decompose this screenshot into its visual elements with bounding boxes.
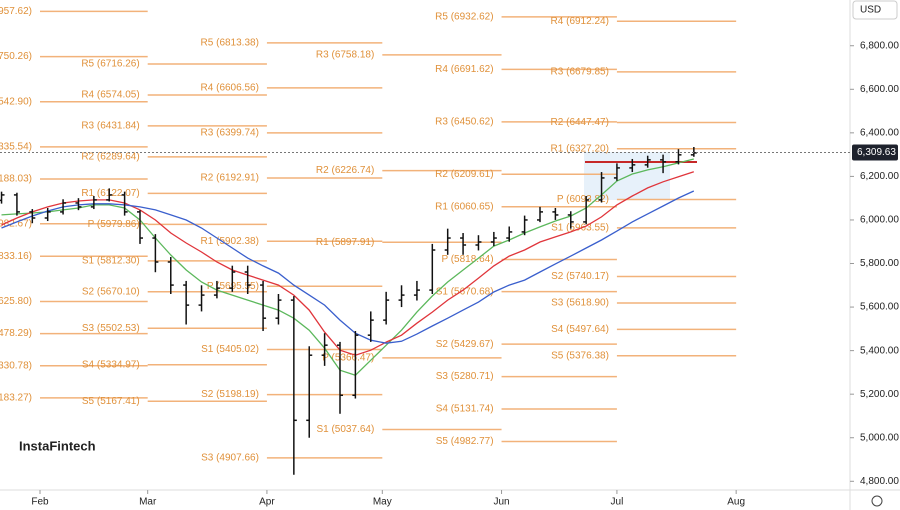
pivot-label: R3 (6679.85) bbox=[551, 67, 609, 78]
pivot-label: R1 (6327.20) bbox=[551, 143, 609, 154]
pivot-label: S4 (5497.64) bbox=[551, 324, 609, 335]
x-tick-label: Apr bbox=[259, 497, 275, 508]
pivot-label: S5 (5183.27) bbox=[0, 392, 32, 403]
pivot-label: R1 (6188.03) bbox=[0, 174, 32, 185]
pivot-label: S1 (5037.64) bbox=[316, 424, 374, 435]
pivot-label: P (5818.64) bbox=[441, 254, 493, 265]
pivot-label: R2 (6447.47) bbox=[551, 117, 609, 128]
pivot-label: R3 (6758.18) bbox=[316, 49, 374, 60]
pivot-label: P (5366.47) bbox=[322, 353, 374, 364]
pivot-label: R1 (6060.65) bbox=[435, 201, 493, 212]
y-tick-label: 6,600.00 bbox=[860, 84, 899, 95]
pivot-label: S2 (5429.67) bbox=[436, 339, 494, 350]
pivot-label: P (5979.86) bbox=[88, 219, 140, 230]
pivot-label: P (6093.82) bbox=[557, 194, 609, 205]
pivot-label: S5 (5167.41) bbox=[82, 396, 140, 407]
y-tick-label: 5,400.00 bbox=[860, 345, 899, 356]
pivot-label: S4 (5330.78) bbox=[0, 360, 32, 371]
pivot-label: S3 (5478.29) bbox=[0, 328, 32, 339]
pivot-label: R3 (6399.74) bbox=[201, 128, 259, 139]
pivot-label: R3 (6431.84) bbox=[81, 121, 139, 132]
x-tick-label: Jul bbox=[611, 497, 624, 508]
pivot-label: S2 (5198.19) bbox=[201, 389, 259, 400]
moving-average bbox=[1, 190, 695, 344]
y-tick-label: 5,800.00 bbox=[860, 258, 899, 269]
settings-icon[interactable] bbox=[871, 495, 883, 507]
pivot-label: R4 (6691.62) bbox=[435, 64, 493, 75]
y-tick-label: 5,600.00 bbox=[860, 302, 899, 313]
pivot-label: S1 (5670.68) bbox=[436, 286, 494, 297]
pivot-label: R1 (5902.38) bbox=[201, 236, 259, 247]
pivot-label: R5 (6957.62) bbox=[0, 6, 32, 17]
pivot-label: S4 (5334.97) bbox=[82, 359, 140, 370]
pivot-label: R2 (6209.61) bbox=[435, 169, 493, 180]
pivot-label: S3 (5280.71) bbox=[436, 371, 494, 382]
pivot-label: R3 (6450.62) bbox=[435, 116, 493, 127]
pivot-label: S4 (5131.74) bbox=[436, 404, 494, 415]
moving-average bbox=[1, 171, 695, 356]
y-tick-label: 5,000.00 bbox=[860, 432, 899, 443]
moving-average bbox=[1, 158, 694, 376]
pivot-label: S1 (5812.30) bbox=[82, 255, 140, 266]
pivot-label: R5 (6813.38) bbox=[201, 37, 259, 48]
pivot-label: R2 (6192.91) bbox=[201, 173, 259, 184]
pivot-label: S3 (4907.66) bbox=[201, 452, 259, 463]
pivot-label: S3 (5502.53) bbox=[82, 323, 140, 334]
y-tick-label: 6,400.00 bbox=[860, 127, 899, 138]
pivot-label: R4 (6606.56) bbox=[201, 83, 259, 94]
pivot-label: S5 (5376.38) bbox=[551, 350, 609, 361]
pivot-label: S1 (5833.16) bbox=[0, 251, 32, 262]
pivot-label: R5 (6932.62) bbox=[435, 11, 493, 22]
y-tick-label: 4,800.00 bbox=[860, 476, 899, 487]
y-tick-label: 6,200.00 bbox=[860, 171, 899, 182]
y-tick-label: 5,200.00 bbox=[860, 389, 899, 400]
x-tick-label: Jun bbox=[493, 497, 509, 508]
watermark: InstaFintech bbox=[19, 438, 96, 453]
pivot-label: S3 (5618.90) bbox=[551, 298, 609, 309]
y-tick-label: 6,800.00 bbox=[860, 40, 899, 51]
pivot-label: R2 (6226.74) bbox=[316, 165, 374, 176]
x-tick-label: Mar bbox=[139, 497, 157, 508]
pivot-label: R1 (6122.07) bbox=[81, 188, 139, 199]
pivot-label: R2 (6335.54) bbox=[0, 142, 32, 153]
pivot-label: R1 (5897.91) bbox=[316, 237, 374, 248]
x-tick-label: May bbox=[373, 497, 392, 508]
currency-box[interactable] bbox=[852, 0, 898, 20]
x-tick-label: Feb bbox=[31, 497, 49, 508]
currency: USD bbox=[860, 5, 881, 16]
y-tick-label: 6,000.00 bbox=[860, 215, 899, 226]
watermark-bg bbox=[10, 428, 90, 464]
pivot-label: R5 (6716.26) bbox=[81, 59, 139, 70]
pivot-label: P (5982.67) bbox=[0, 218, 32, 229]
pivot-label: S5 (4982.77) bbox=[436, 436, 494, 447]
plot-area: R5 (6957.62) R4 (6750.26) R3 (6542.90) R2 (… bbox=[0, 6, 737, 475]
last-price-tag bbox=[852, 144, 898, 161]
pivot-label: R2 (6289.64) bbox=[81, 152, 139, 163]
pivot-label: R3 (6542.90) bbox=[0, 96, 32, 107]
last-price-label: 6,309.63 bbox=[857, 147, 896, 158]
pivot-label: S2 (5740.17) bbox=[551, 271, 609, 282]
x-tick-label: Aug bbox=[727, 497, 745, 508]
pivot-label: S2 (5670.10) bbox=[82, 286, 140, 297]
pivot-label: S2 (5625.80) bbox=[0, 296, 32, 307]
pivot-label: S1 (5405.02) bbox=[201, 344, 259, 355]
pivot-label: R4 (6750.26) bbox=[0, 51, 32, 62]
pivot-label: R4 (6574.05) bbox=[81, 90, 139, 101]
pivot-label: R4 (6912.24) bbox=[551, 16, 609, 27]
